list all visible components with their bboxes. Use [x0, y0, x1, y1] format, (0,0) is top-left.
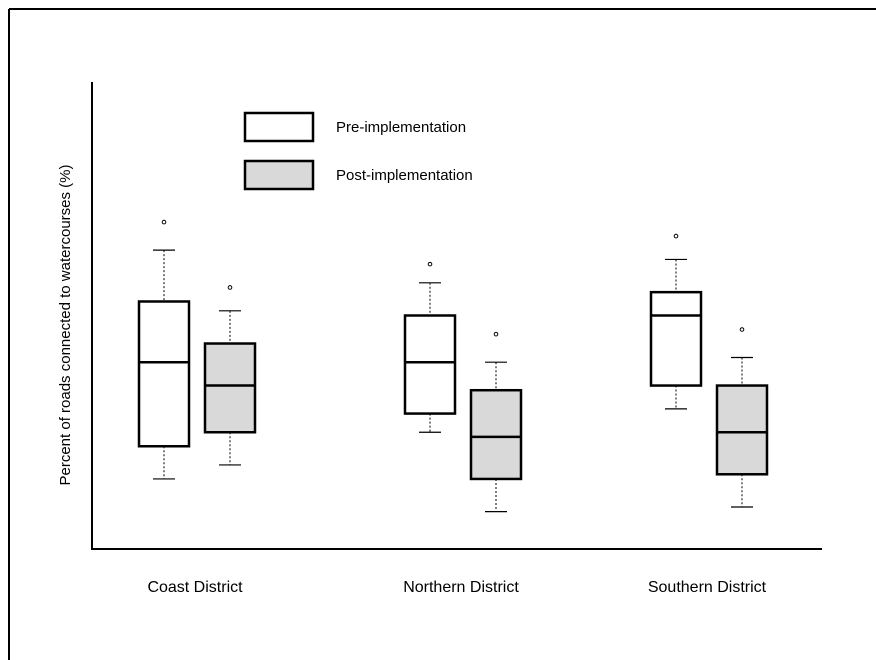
outlier-point-0 — [673, 233, 679, 239]
outlier-point-0 — [427, 261, 433, 267]
legend-label-1: Post-implementation — [336, 167, 473, 184]
outlier-point-0 — [739, 327, 745, 332]
box-rect — [649, 290, 703, 387]
legend: Pre-implementation Post-implementation — [243, 111, 473, 191]
box-1-1 — [469, 331, 523, 513]
boxes-group — [137, 219, 769, 513]
outlier-point-0 — [161, 219, 167, 225]
box-rect — [403, 314, 457, 415]
category-label-2: Southern District — [648, 579, 767, 596]
box-2-1 — [715, 327, 769, 508]
box-0-1 — [203, 285, 257, 466]
category-labels: Coast District Northern District Southern … — [147, 579, 766, 596]
legend-swatch-1 — [243, 159, 315, 191]
box-2-0 — [649, 233, 703, 410]
category-label-1: Northern District — [403, 579, 519, 596]
box-1-0 — [403, 261, 457, 433]
box-rect — [137, 300, 191, 448]
box-rect — [469, 388, 523, 481]
outlier-point-0 — [227, 285, 233, 290]
box-rect — [715, 384, 769, 476]
box-0-0 — [137, 219, 191, 480]
y-axis-label: Percent of roads connected to watercours… — [57, 165, 74, 486]
outlier-point-0 — [493, 331, 499, 337]
legend-label-0: Pre-implementation — [336, 119, 466, 136]
legend-swatch-0 — [243, 111, 315, 143]
category-label-0: Coast District — [147, 579, 243, 596]
box-rect — [203, 342, 257, 434]
